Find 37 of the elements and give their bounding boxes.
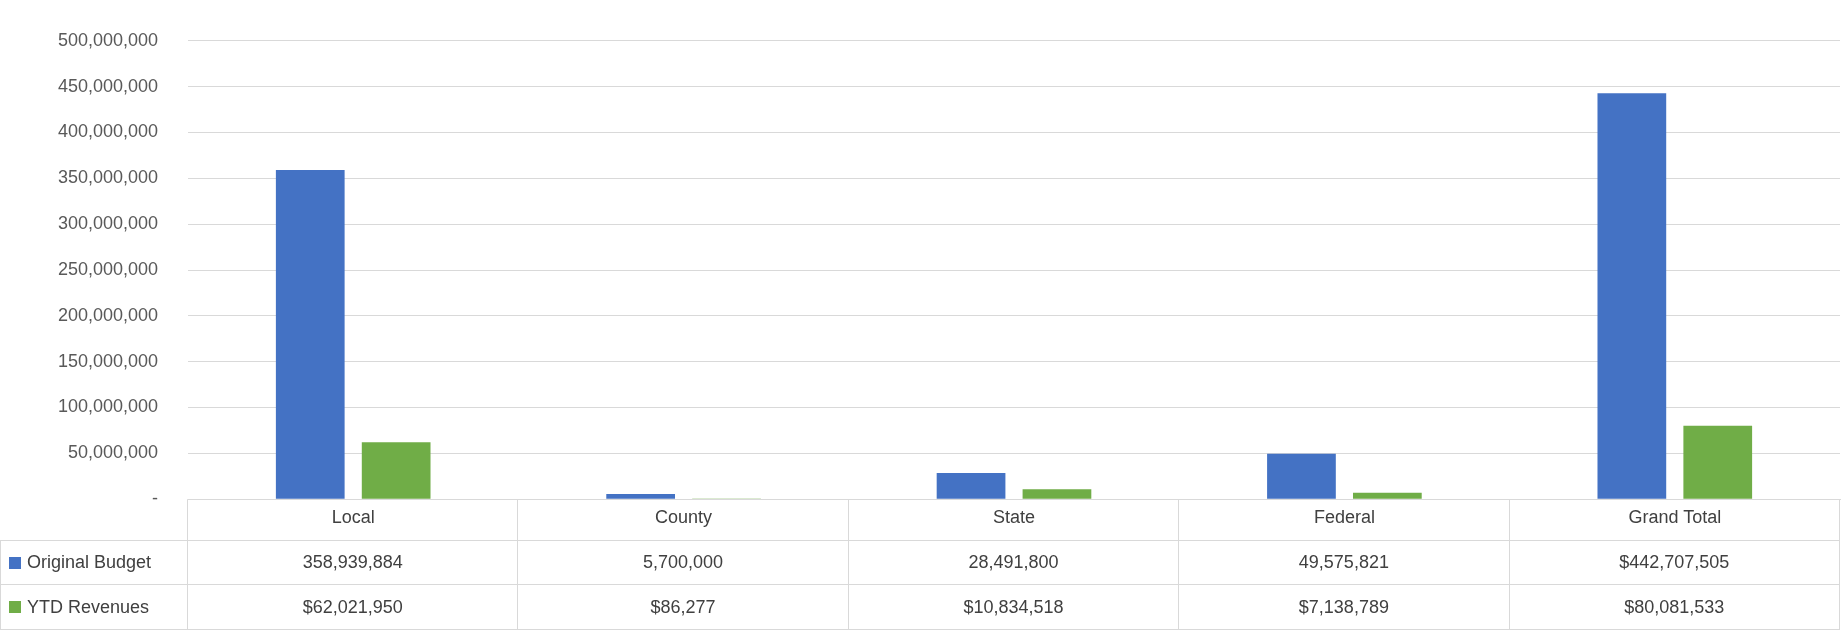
bar [275,170,345,499]
bar [606,493,676,499]
y-tick-label: 500,000,000 [57,29,158,50]
y-tick-label: - [152,488,158,509]
data-label: $62,021,950 [188,585,519,630]
data-label: $10,834,518 [848,585,1180,630]
data-label: 358,939,884 [188,540,519,585]
bar [1597,93,1667,499]
data-label: $7,138,789 [1179,585,1510,630]
x-tick-label: State [992,506,1036,527]
data-label: $442,707,505 [1509,540,1840,585]
data-label: 5,700,000 [518,540,849,585]
data-label: 49,575,821 [1179,540,1510,585]
y-tick-label: 100,000,000 [57,396,158,417]
legend-label: Original Budget [27,552,152,573]
data-label: 28,491,800 [848,540,1180,585]
bar [1683,425,1753,499]
y-tick-label: 250,000,000 [57,258,158,279]
y-tick-label: 450,000,000 [57,75,158,96]
y-tick-label: 400,000,000 [57,121,158,142]
bar [936,473,1006,499]
y-tick-label: 50,000,000 [67,442,158,463]
bar [361,442,431,499]
x-tick-label: Grand Total [1628,506,1722,527]
data-label: $80,081,533 [1509,585,1840,630]
x-tick-label: Local [331,506,375,527]
data-label: $86,277 [518,585,849,630]
x-tick-label: Federal [1313,506,1375,527]
y-tick-label: 150,000,000 [57,350,158,371]
bar [1022,489,1092,499]
bar [1267,453,1336,499]
bar [1352,492,1422,499]
legend-label: YTD Revenues [27,596,150,618]
x-tick-label: County [655,506,713,527]
y-tick-label: 350,000,000 [57,167,158,188]
y-tick-label: 300,000,000 [57,213,158,234]
y-tick-label: 200,000,000 [57,304,158,325]
